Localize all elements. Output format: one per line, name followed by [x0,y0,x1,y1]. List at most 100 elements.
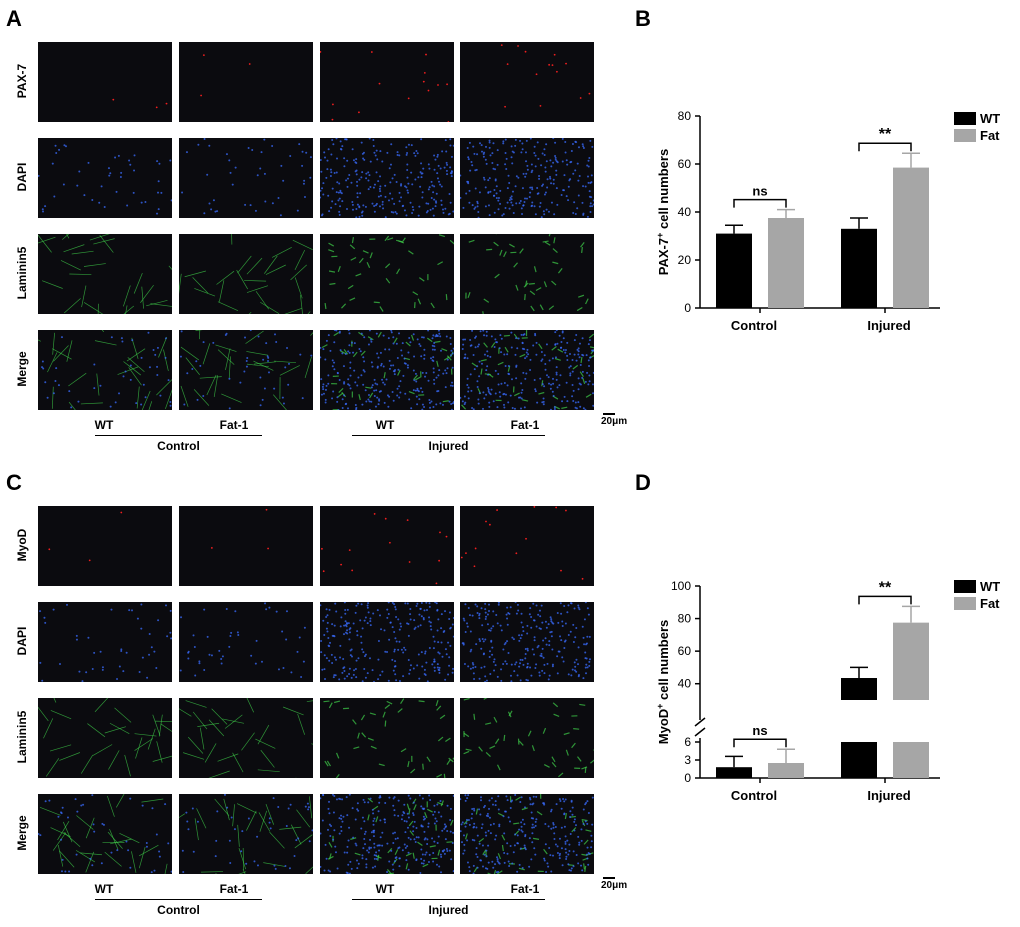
bar-fat-1-control [768,763,804,778]
micrograph-myod-3 [460,506,594,586]
micrograph-laminin5-2 [320,234,454,314]
micrograph-pax-7-3 [460,42,594,122]
y-tick-label: 100 [671,579,691,593]
bar-fat-1-injured [893,167,929,308]
micrograph-merge-0 [38,330,172,410]
significance-label: ** [879,126,892,143]
micrograph-merge-2 [320,330,454,410]
scale-bar [603,877,615,879]
micrograph-myod-2 [320,506,454,586]
micrograph-dapi-2 [320,602,454,682]
legend-label-wt: WT [980,111,1000,126]
panel-letter-c: C [6,470,22,495]
bar-chart-pax7: 0 20 40 60 80 PAX-7+ cell numbers Control ns Inj… [655,109,1000,333]
micrograph-merge-1 [179,330,313,410]
bar-fat-1-injured-lower [893,742,929,778]
column-label-fat-1: Fat-1 [219,418,249,432]
bar-fat-1-injured [893,622,929,700]
micrograph-merge-3 [460,794,594,874]
scale-bar-label: 20μm [601,416,628,427]
y-axis-label: MyoD+ cell numbers [655,620,671,744]
scale-bar-label: 20μm [601,880,628,891]
y-tick-label: 6 [684,735,691,749]
legend-swatch-fat-1 [954,597,976,610]
row-label-laminin5: Laminin5 [15,710,29,764]
panel-letter-a: A [6,6,22,31]
micrograph-dapi-0 [38,602,172,682]
column-label-wt: WT [94,882,114,896]
micrograph-pax-7-1 [179,42,313,122]
x-tick-label: Control [731,318,777,333]
legend-label-wt: WT [980,579,1000,594]
x-tick-label: Control [731,788,777,803]
micrograph-myod-0 [38,506,172,586]
micrograph-laminin5-3 [460,698,594,778]
micrograph-merge-0 [38,794,172,874]
micrograph-merge-3 [460,330,594,410]
micrograph-myod-1 [179,506,313,586]
micrograph-laminin5-2 [320,698,454,778]
group-label-injured: Injured [428,439,469,453]
panel-letter-d: D [635,470,651,495]
micrograph-dapi-2 [320,138,454,218]
significance-bracket [858,142,912,152]
scale-bar [603,413,615,415]
micrograph-laminin5-3 [460,234,594,314]
legend-swatch-wt [954,580,976,593]
micrograph-dapi-1 [179,138,313,218]
group-divider-1 [352,899,545,900]
micrograph-laminin5-1 [179,234,313,314]
micrograph-laminin5-0 [38,234,172,314]
bar-wt-control [716,767,752,778]
x-tick-label: Injured [867,788,910,803]
y-tick-label: 3 [684,753,691,767]
significance-label: ns [752,184,767,199]
axis-break-mark [694,717,706,727]
row-label-myod: MyoD [15,528,29,562]
row-label-laminin5: Laminin5 [15,246,29,300]
bar-wt-injured-lower [841,742,877,778]
y-tick-label: 40 [678,677,692,691]
row-label-dapi: DAPI [15,162,29,192]
column-label-wt: WT [375,418,395,432]
group-divider-0 [95,435,262,436]
micrograph-merge-2 [320,794,454,874]
group-divider-1 [352,435,545,436]
column-label-fat-1: Fat-1 [219,882,249,896]
significance-label: ** [879,579,892,596]
row-label-merge: Merge [15,815,29,851]
micrograph-dapi-3 [460,138,594,218]
row-label-pax-7: PAX-7 [15,63,29,99]
column-label-wt: WT [94,418,114,432]
significance-bracket [858,595,912,605]
x-tick-label: Injured [867,318,910,333]
micrograph-laminin5-1 [179,698,313,778]
significance-label: ns [752,723,767,738]
y-tick-label: 20 [678,253,692,267]
significance-bracket [733,738,787,748]
y-tick-label: 0 [684,301,691,315]
y-tick-label: 60 [678,157,692,171]
group-label-control: Control [157,439,200,453]
group-divider-0 [95,899,262,900]
panel-letter-b: B [635,6,651,31]
y-tick-label: 80 [678,109,692,123]
legend-label-fat-1: Fat-1 [980,128,1000,143]
micrograph-laminin5-0 [38,698,172,778]
micrograph-dapi-1 [179,602,313,682]
bar-fat-1-control [768,218,804,308]
row-label-merge: Merge [15,351,29,387]
bar-wt-injured [841,678,877,700]
y-axis-label: PAX-7+ cell numbers [655,149,671,275]
column-label-fat-1: Fat-1 [510,882,540,896]
micrograph-merge-1 [179,794,313,874]
micrograph-dapi-0 [38,138,172,218]
micrograph-pax-7-0 [38,42,172,122]
axis-break-mark [694,727,706,737]
significance-bracket [733,198,787,208]
bar-wt-injured [841,228,877,308]
legend-label-fat-1: Fat-1 [980,596,1000,611]
bar-chart-myod: 0 3 6 40 60 80 100 MyoD+ cell numbers Control ns I… [655,579,1000,803]
row-label-dapi: DAPI [15,626,29,656]
group-label-control: Control [157,903,200,917]
